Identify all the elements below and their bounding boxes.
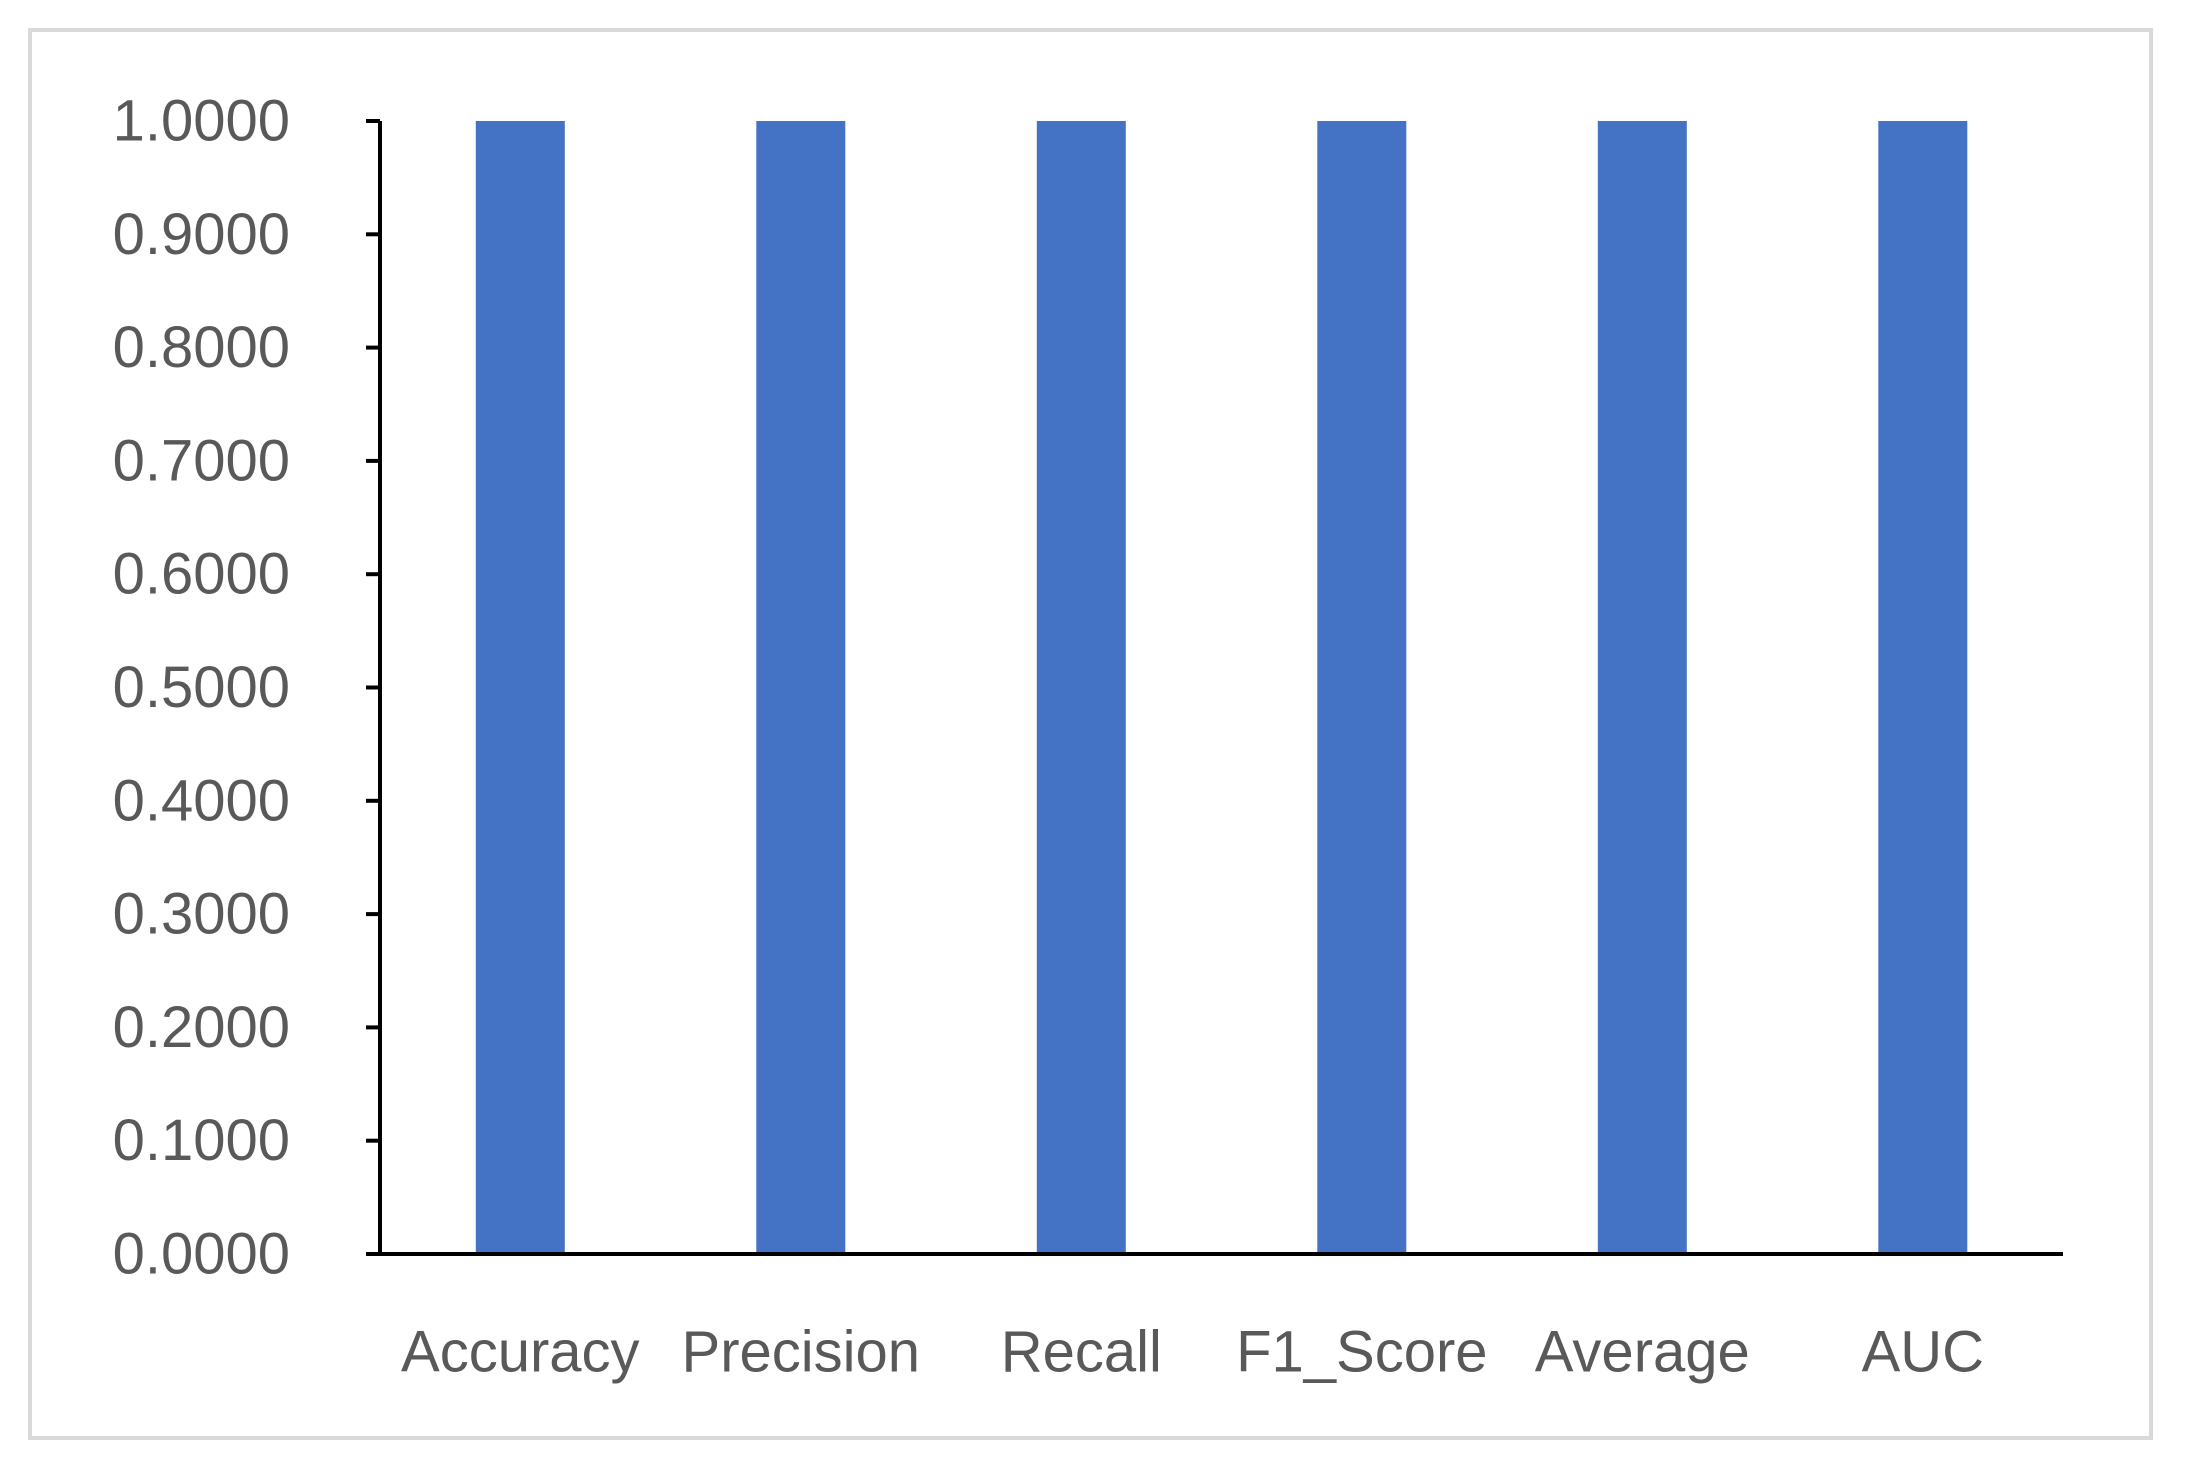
y-tick-label: 0.0000	[113, 1222, 290, 1287]
y-tick-label: 0.2000	[113, 995, 290, 1060]
x-tick-label: Precision	[682, 1320, 921, 1385]
y-tick-label: 0.1000	[113, 1108, 290, 1173]
y-tick-label: 0.4000	[113, 768, 290, 833]
y-axis: 0.0000 0.1000 0.2000 0.3000 0.4000 0.5000 0.60…	[113, 89, 382, 1287]
x-tick-label: F1_Score	[1236, 1320, 1487, 1385]
x-axis: Accuracy Precision Recall F1_Score Average AU…	[380, 1252, 2063, 1385]
bar-auc	[1878, 121, 1968, 1254]
bar-average	[1597, 121, 1687, 1254]
y-tick-label: 0.9000	[113, 202, 290, 267]
x-tick-label: AUC	[1862, 1320, 1984, 1385]
bar-accuracy	[475, 121, 565, 1254]
bar-f1-score	[1317, 121, 1407, 1254]
x-tick-label: Accuracy	[401, 1320, 640, 1385]
y-tick-label: 0.8000	[113, 315, 290, 380]
bar-recall	[1036, 121, 1126, 1254]
y-tick-label: 0.7000	[113, 428, 290, 493]
bar-precision	[756, 121, 846, 1254]
y-tick-label: 0.3000	[113, 882, 290, 947]
y-tick-label: 0.6000	[113, 542, 290, 607]
bars-group	[475, 121, 1968, 1254]
x-tick-label: Average	[1535, 1320, 1750, 1385]
y-tick-label: 0.5000	[113, 655, 290, 720]
y-tick-label: 1.0000	[113, 89, 290, 154]
x-tick-label: Recall	[1001, 1320, 1162, 1385]
